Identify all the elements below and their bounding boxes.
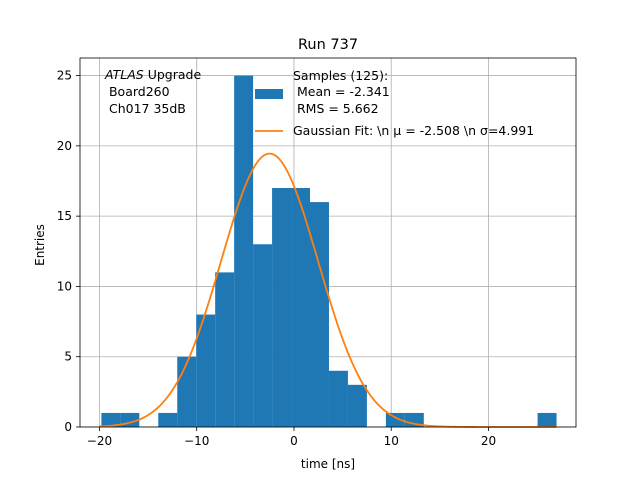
histogram-bar: [215, 272, 235, 427]
y-tick-label: 5: [64, 350, 72, 364]
histogram-bar: [234, 75, 254, 428]
histogram-bar: [272, 188, 292, 427]
histogram-bar: [196, 314, 216, 427]
histogram-bar: [101, 412, 121, 427]
histogram-bar: [385, 412, 405, 427]
x-tick-label: −20: [87, 434, 112, 448]
histogram-bar: [253, 244, 273, 427]
y-tick-label: 0: [64, 420, 72, 434]
annotation-line1: Upgrade: [144, 67, 202, 82]
axes-frame: [79, 57, 577, 428]
histogram-bar: [347, 384, 367, 427]
legend-hist-line1: Samples (125):: [293, 68, 388, 83]
legend-histogram-swatch: [255, 89, 283, 99]
svg-text:ATLAS Upgrade: ATLAS Upgrade: [104, 67, 201, 82]
annotation-line3: Ch017 35dB: [105, 101, 186, 116]
histogram-bar: [291, 188, 311, 427]
x-tick-label: 0: [290, 434, 298, 448]
annotation-text: ATLAS Upgrade Board260 Ch017 35dB: [104, 67, 201, 116]
histogram-bars: [101, 75, 557, 428]
histogram-bar: [537, 412, 557, 427]
histogram-bar: [310, 202, 329, 427]
legend-fit-label: Gaussian Fit: \n μ = -2.508 \n σ=4.991: [293, 123, 534, 138]
x-tick-label: −10: [184, 434, 209, 448]
y-ticks: 0 5 10 15 20 25: [57, 69, 80, 434]
x-axis-label: time [ns]: [301, 457, 355, 471]
histogram-bar: [177, 356, 197, 427]
y-axis-label: Entries: [33, 224, 47, 266]
chart-title: Run 737: [298, 37, 358, 53]
x-ticks: −20 −10 0 10 20: [87, 427, 496, 448]
histogram-bar: [328, 370, 348, 427]
x-tick-label: 10: [384, 434, 399, 448]
y-tick-label: 10: [57, 279, 72, 293]
legend-hist-line2: Mean = -2.341: [293, 84, 390, 99]
legend: Samples (125): Mean = -2.341 RMS = 5.662…: [255, 68, 534, 138]
y-tick-label: 20: [57, 139, 72, 153]
annotation-line2: Board260: [105, 84, 170, 99]
histogram-bar: [158, 412, 178, 427]
y-tick-label: 15: [57, 209, 72, 223]
y-tick-label: 25: [57, 69, 72, 83]
legend-hist-line3: RMS = 5.662: [293, 101, 379, 116]
x-tick-label: 20: [481, 434, 496, 448]
annotation-italic: ATLAS: [104, 67, 144, 82]
